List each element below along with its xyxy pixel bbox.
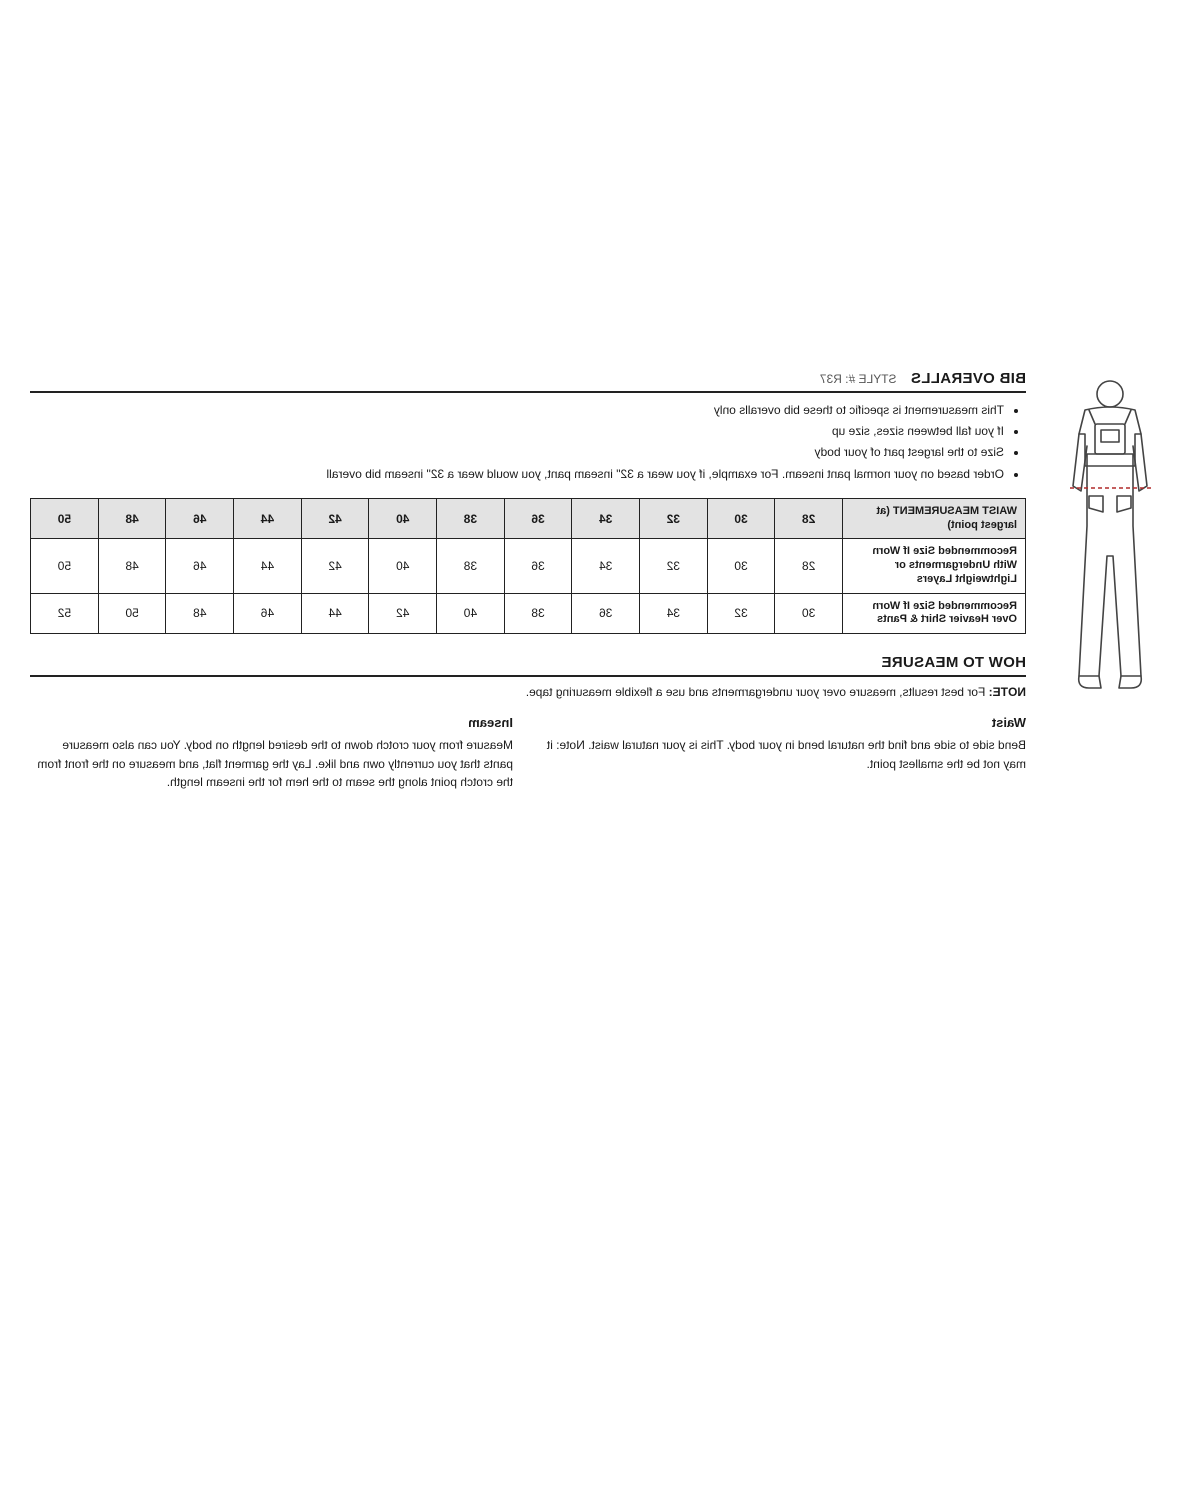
note-label: NOTE: xyxy=(989,685,1026,699)
list-item: Size to the largest part of your body xyxy=(30,443,1004,462)
list-item: This measurement is specific to these bi… xyxy=(30,401,1004,420)
measure-col-waist: Waist Bend side to side and find the nat… xyxy=(543,713,1026,792)
cell: 42 xyxy=(301,539,369,593)
list-item: If you fall between sizes, size up xyxy=(30,422,1004,441)
header-row: BIB OVERALLS STYLE #: R37 xyxy=(30,370,1026,393)
cell: 44 xyxy=(301,593,369,634)
col-header: 34 xyxy=(572,498,640,539)
list-item: Order based on your normal pant inseam. … xyxy=(30,465,1004,484)
cell: 48 xyxy=(98,539,166,593)
cell: 46 xyxy=(234,593,302,634)
col-header: 50 xyxy=(31,498,99,539)
col-header: 32 xyxy=(640,498,708,539)
size-table: WAIST MEASUREMENT (at largest point) 28 … xyxy=(30,498,1026,634)
cell: 38 xyxy=(437,539,505,593)
col-title: Inseam xyxy=(30,713,513,733)
col-header: 44 xyxy=(234,498,302,539)
table-row: Recommended Size If Worn Over Heavier Sh… xyxy=(31,593,1026,634)
col-header: 40 xyxy=(369,498,437,539)
content-column: BIB OVERALLS STYLE #: R37 This measureme… xyxy=(30,370,1026,792)
cell: 32 xyxy=(707,593,775,634)
table-header-row: WAIST MEASUREMENT (at largest point) 28 … xyxy=(31,498,1026,539)
cell: 46 xyxy=(166,539,234,593)
cell: 34 xyxy=(640,593,708,634)
col-title: Waist xyxy=(543,713,1026,733)
col-header: 38 xyxy=(437,498,505,539)
col-header: 42 xyxy=(301,498,369,539)
col-header: 28 xyxy=(775,498,843,539)
cell: 34 xyxy=(572,539,640,593)
table-row: Recommended Size If Worn With Undergarme… xyxy=(31,539,1026,593)
cell: 30 xyxy=(707,539,775,593)
overalls-illustration-icon xyxy=(1055,376,1165,696)
cell: 36 xyxy=(572,593,640,634)
cell: 40 xyxy=(369,539,437,593)
style-number: STYLE #: R37 xyxy=(820,372,897,386)
col-header: 36 xyxy=(504,498,572,539)
note-text: For best results, measure over your unde… xyxy=(526,685,989,699)
cell: 30 xyxy=(775,593,843,634)
row-label: Recommended Size If Worn Over Heavier Sh… xyxy=(843,593,1026,634)
col-header: 48 xyxy=(98,498,166,539)
col-header: 30 xyxy=(707,498,775,539)
cell: 32 xyxy=(640,539,708,593)
measure-note: NOTE: For best results, measure over you… xyxy=(30,685,1026,699)
cell: 50 xyxy=(98,593,166,634)
cell: 44 xyxy=(234,539,302,593)
page-layout: BIB OVERALLS STYLE #: R37 This measureme… xyxy=(30,370,1170,792)
cell: 50 xyxy=(31,539,99,593)
cell: 52 xyxy=(31,593,99,634)
header-label: WAIST MEASUREMENT (at largest point) xyxy=(843,498,1026,539)
col-header: 46 xyxy=(166,498,234,539)
cell: 48 xyxy=(166,593,234,634)
overalls-figure xyxy=(1050,370,1170,792)
cell: 40 xyxy=(437,593,505,634)
notes-list: This measurement is specific to these bi… xyxy=(30,401,1026,484)
measure-col-inseam: Inseam Measure from your crotch down to … xyxy=(30,713,513,792)
cell: 42 xyxy=(369,593,437,634)
col-body: Bend side to side and find the natural b… xyxy=(543,736,1026,773)
product-title: BIB OVERALLS xyxy=(911,370,1026,387)
col-body: Measure from your crotch down to the des… xyxy=(30,736,513,792)
cell: 36 xyxy=(504,539,572,593)
measure-columns: Waist Bend side to side and find the nat… xyxy=(30,713,1026,792)
cell: 28 xyxy=(775,539,843,593)
cell: 38 xyxy=(504,593,572,634)
row-label: Recommended Size If Worn With Undergarme… xyxy=(843,539,1026,593)
how-to-measure-heading: HOW TO MEASURE xyxy=(30,654,1026,677)
